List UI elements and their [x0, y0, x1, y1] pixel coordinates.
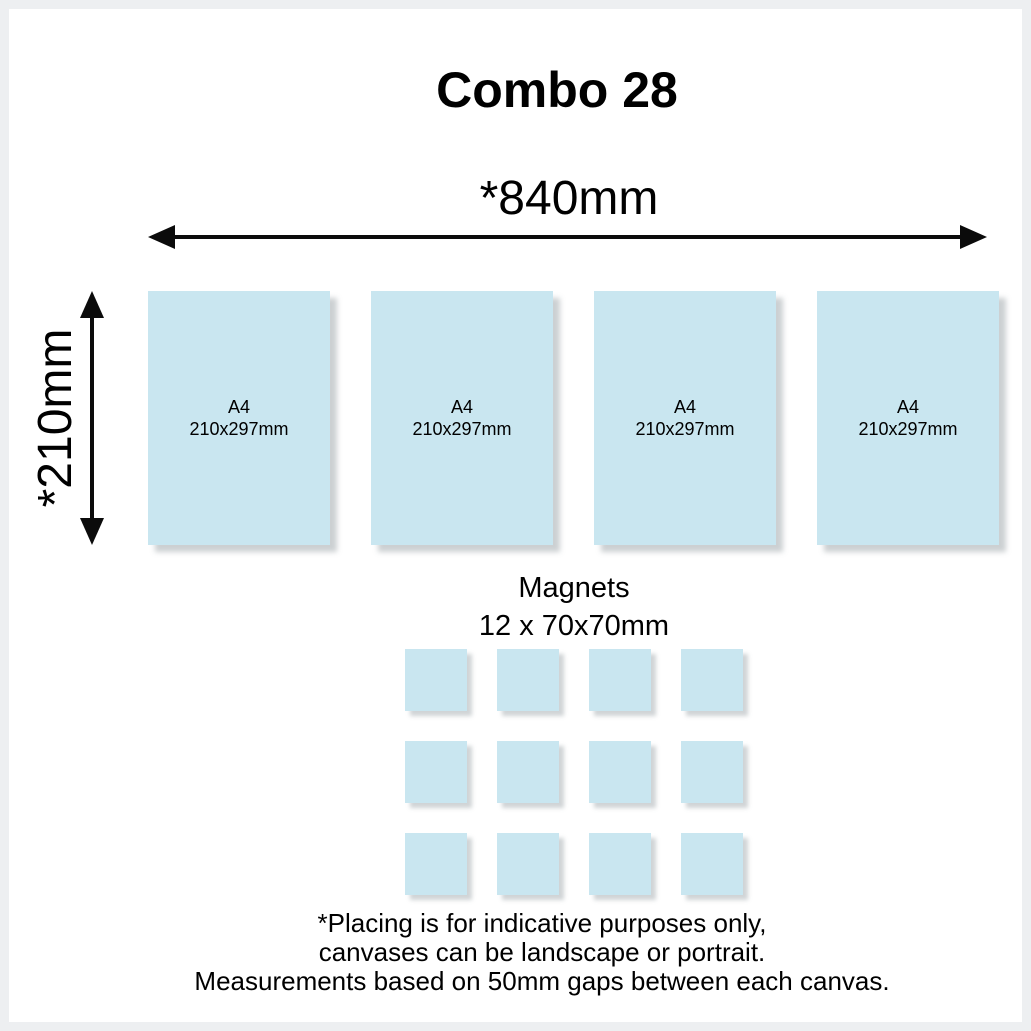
magnets-subtitle: 12 x 70x70mm — [478, 610, 670, 642]
arrow-line — [90, 311, 94, 525]
magnet-square — [589, 833, 651, 895]
canvas-format-label: A4 — [450, 397, 474, 417]
canvas-a4: A4 210x297mm — [817, 291, 999, 545]
canvas-format-label: A4 — [896, 397, 920, 417]
magnet-square — [681, 741, 743, 803]
canvas-row: A4 210x297mm A4 210x297mm A4 210x297mm A4 210x2… — [148, 291, 999, 545]
magnet-square — [497, 649, 559, 711]
magnet-grid — [405, 649, 743, 895]
arrow-down-icon — [80, 518, 104, 545]
magnet-square — [589, 741, 651, 803]
footer-line: *Placing is for indicative purposes only… — [317, 908, 767, 938]
canvas-format-label: A4 — [227, 397, 251, 417]
canvas-a4: A4 210x297mm — [371, 291, 553, 545]
magnet-square — [497, 741, 559, 803]
magnet-square — [405, 741, 467, 803]
magnet-square — [497, 833, 559, 895]
magnet-square — [681, 833, 743, 895]
height-dimension-label: *210mm — [29, 328, 82, 508]
magnet-square — [405, 649, 467, 711]
footer-line: Measurements based on 50mm gaps between … — [194, 966, 890, 996]
magnets-heading: Magnets 12 x 70x70mm — [149, 569, 999, 645]
magnets-title: Magnets — [518, 572, 630, 604]
width-arrow — [148, 225, 987, 249]
canvas-size-label: 210x297mm — [412, 419, 512, 439]
magnet-square — [405, 833, 467, 895]
magnet-square — [681, 649, 743, 711]
height-arrow — [80, 291, 104, 545]
canvas-size-label: 210x297mm — [635, 419, 735, 439]
canvas-size-label: 210x297mm — [858, 419, 958, 439]
canvas-size-label: 210x297mm — [189, 419, 289, 439]
magnet-square — [589, 649, 651, 711]
footer-note: *Placing is for indicative purposes only… — [117, 909, 967, 996]
page-title: Combo 28 — [436, 62, 678, 118]
footer-line: canvases can be landscape or portrait. — [318, 937, 766, 967]
canvas-format-label: A4 — [673, 397, 697, 417]
canvas-a4: A4 210x297mm — [148, 291, 330, 545]
arrow-right-icon — [960, 225, 987, 249]
arrow-line — [168, 235, 967, 239]
width-dimension-label: *840mm — [479, 172, 659, 225]
canvas-a4: A4 210x297mm — [594, 291, 776, 545]
